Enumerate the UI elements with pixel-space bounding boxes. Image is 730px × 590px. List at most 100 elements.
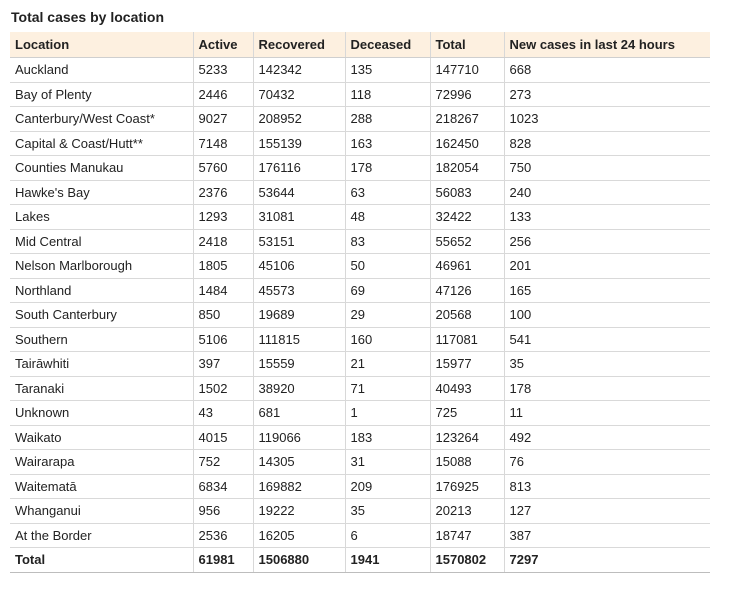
total-deceased: 1941 <box>345 547 431 573</box>
cell-recovered: 111815 <box>253 327 346 352</box>
cell-new-cases: 165 <box>504 278 710 303</box>
table-row: Canterbury/West Coast* 9027 208952 288 21826… <box>10 106 710 132</box>
cell-new-cases: 387 <box>504 523 710 548</box>
table-row: Southern 5106 111815 160 117081 541 <box>10 327 710 352</box>
cell-total: 55652 <box>430 229 505 254</box>
table-row: Hawke's Bay 2376 53644 63 56083 240 <box>10 180 710 205</box>
cell-recovered: 70432 <box>253 82 346 107</box>
table-body: Auckland 5233 142342 135 147710 668 Bay of Ple… <box>10 57 710 548</box>
table-row: Lakes 1293 31081 48 32422 133 <box>10 204 710 230</box>
column-header-recovered: Recovered <box>253 32 346 58</box>
cell-active: 5233 <box>193 57 254 83</box>
cell-total: 20213 <box>430 498 505 524</box>
cell-deceased: 135 <box>345 57 431 83</box>
cell-deceased: 178 <box>345 155 431 181</box>
cell-new-cases: 240 <box>504 180 710 205</box>
cases-table: Location Active Recovered Deceased Total… <box>10 32 710 573</box>
cell-recovered: 208952 <box>253 106 346 132</box>
cell-total: 725 <box>430 400 505 426</box>
cell-recovered: 31081 <box>253 204 346 230</box>
cell-deceased: 288 <box>345 106 431 132</box>
cell-active: 397 <box>193 351 254 377</box>
table-row: Wairarapa 752 14305 31 15088 76 <box>10 449 710 475</box>
cell-deceased: 21 <box>345 351 431 377</box>
column-header-total: Total <box>430 32 505 58</box>
column-header-location: Location <box>10 32 194 58</box>
cell-total: 40493 <box>430 376 505 401</box>
cell-total: 123264 <box>430 425 505 450</box>
cell-recovered: 38920 <box>253 376 346 401</box>
cell-active: 2536 <box>193 523 254 548</box>
cell-location: Counties Manukau <box>10 155 194 181</box>
cell-recovered: 119066 <box>253 425 346 450</box>
cell-location: Auckland <box>10 57 194 83</box>
cell-location: At the Border <box>10 523 194 548</box>
cell-deceased: 29 <box>345 302 431 328</box>
cases-by-location-section: Total cases by location Location Active … <box>10 9 710 573</box>
total-label: Total <box>10 547 194 573</box>
cell-new-cases: 1023 <box>504 106 710 132</box>
cell-recovered: 176116 <box>253 155 346 181</box>
cell-active: 1484 <box>193 278 254 303</box>
table-row: Capital & Coast/Hutt** 7148 155139 163 16245… <box>10 131 710 156</box>
table-row: Tairāwhiti 397 15559 21 15977 35 <box>10 351 710 377</box>
cell-recovered: 169882 <box>253 474 346 499</box>
cell-recovered: 45573 <box>253 278 346 303</box>
cell-deceased: 69 <box>345 278 431 303</box>
cell-total: 47126 <box>430 278 505 303</box>
cell-location: Taranaki <box>10 376 194 401</box>
cell-recovered: 142342 <box>253 57 346 83</box>
cell-recovered: 53151 <box>253 229 346 254</box>
cell-deceased: 6 <box>345 523 431 548</box>
total-new-cases: 7297 <box>504 547 710 573</box>
cell-total: 32422 <box>430 204 505 230</box>
table-row: Nelson Marlborough 1805 45106 50 46961 201 <box>10 253 710 279</box>
cell-location: Mid Central <box>10 229 194 254</box>
cell-new-cases: 178 <box>504 376 710 401</box>
column-header-deceased: Deceased <box>345 32 431 58</box>
cell-active: 5106 <box>193 327 254 352</box>
cell-deceased: 50 <box>345 253 431 279</box>
cell-location: Tairāwhiti <box>10 351 194 377</box>
total-row: Total 61981 1506880 1941 1570802 7297 <box>10 547 710 573</box>
cell-recovered: 14305 <box>253 449 346 475</box>
cell-total: 20568 <box>430 302 505 328</box>
table-row: Taranaki 1502 38920 71 40493 178 <box>10 376 710 401</box>
cell-location: Lakes <box>10 204 194 230</box>
table-row: Whanganui 956 19222 35 20213 127 <box>10 498 710 524</box>
cell-new-cases: 541 <box>504 327 710 352</box>
cell-total: 182054 <box>430 155 505 181</box>
total-active: 61981 <box>193 547 254 573</box>
table-header: Location Active Recovered Deceased Total… <box>10 32 710 58</box>
cell-total: 117081 <box>430 327 505 352</box>
column-header-active: Active <box>193 32 254 58</box>
cell-total: 15088 <box>430 449 505 475</box>
column-header-new-cases: New cases in last 24 hours <box>504 32 710 58</box>
cell-new-cases: 127 <box>504 498 710 524</box>
table-row: Northland 1484 45573 69 47126 165 <box>10 278 710 303</box>
cell-deceased: 1 <box>345 400 431 426</box>
cell-recovered: 16205 <box>253 523 346 548</box>
table-row: Mid Central 2418 53151 83 55652 256 <box>10 229 710 254</box>
cell-deceased: 35 <box>345 498 431 524</box>
cell-location: Canterbury/West Coast* <box>10 106 194 132</box>
cell-location: Southern <box>10 327 194 352</box>
cell-total: 46961 <box>430 253 505 279</box>
cell-new-cases: 11 <box>504 400 710 426</box>
cell-recovered: 681 <box>253 400 346 426</box>
cell-deceased: 160 <box>345 327 431 352</box>
cell-active: 4015 <box>193 425 254 450</box>
cell-deceased: 71 <box>345 376 431 401</box>
cell-location: Capital & Coast/Hutt** <box>10 131 194 156</box>
cell-deceased: 31 <box>345 449 431 475</box>
cell-total: 15977 <box>430 351 505 377</box>
cell-new-cases: 492 <box>504 425 710 450</box>
cell-active: 6834 <box>193 474 254 499</box>
cell-active: 956 <box>193 498 254 524</box>
cell-total: 176925 <box>430 474 505 499</box>
cell-location: Bay of Plenty <box>10 82 194 107</box>
cell-total: 218267 <box>430 106 505 132</box>
cell-recovered: 155139 <box>253 131 346 156</box>
table-row: Waitematā 6834 169882 209 176925 813 <box>10 474 710 499</box>
cell-new-cases: 668 <box>504 57 710 83</box>
